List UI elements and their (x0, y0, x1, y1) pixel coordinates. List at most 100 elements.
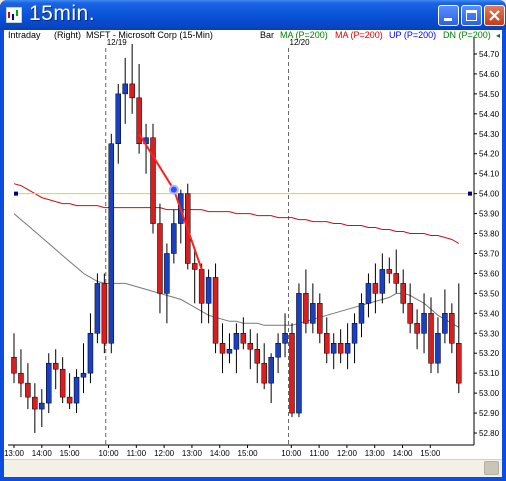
price-tick-label: 53.40 (479, 309, 500, 318)
price-tick-label: 54.30 (479, 130, 500, 139)
candle-body (157, 223, 163, 294)
trend-line-drawing[interactable] (138, 133, 203, 270)
interval-label: Intraday (8, 30, 41, 40)
candle-body (275, 343, 281, 358)
candle-body (247, 343, 254, 350)
time-tick-label: 11:00 (309, 449, 329, 458)
candle-body (25, 382, 31, 398)
candle-body (435, 333, 441, 364)
candle-body (39, 402, 45, 410)
candle-body (52, 362, 59, 370)
minimize-button[interactable] (438, 5, 459, 26)
candle-body (150, 137, 156, 224)
time-tick-label: 11:00 (127, 449, 147, 458)
candle-body (365, 283, 372, 304)
candle-body (414, 323, 420, 334)
price-chart[interactable]: 12/19 12/20 54.70 54.60 54.50 54.40 54.30 54.20… (4, 30, 502, 459)
maximize-button[interactable] (461, 5, 482, 26)
maximize-icon (466, 10, 477, 21)
time-tick-label: 14:00 (32, 449, 53, 458)
legend-up: UP (P=200) (389, 30, 437, 40)
price-tick-label: 53.50 (479, 289, 500, 298)
legend-overflow: ◂ (496, 31, 501, 40)
candle-body (18, 372, 24, 384)
candle-body (289, 333, 295, 414)
time-tick-label: 15:00 (60, 449, 81, 458)
candle-body (219, 343, 226, 354)
time-tick-label: 10:00 (281, 449, 302, 458)
time-tick-label: 12:00 (154, 449, 175, 458)
chart-style-label: Bar (260, 30, 275, 40)
candle-body (456, 343, 462, 384)
candle-body (421, 313, 427, 334)
time-tick-label: 13:00 (4, 449, 25, 458)
legend-ma-red: MA (P=200) (335, 30, 383, 40)
candle-body (282, 333, 288, 344)
trend-anchor-point[interactable] (168, 184, 179, 195)
chart-area[interactable]: Intraday (Right) MSFT - Microsoft Corp (… (4, 30, 502, 477)
candle-body (129, 83, 135, 99)
candle-body (226, 348, 233, 354)
candle-body (317, 303, 323, 334)
price-tick-label: 53.10 (479, 369, 500, 378)
candle-body (268, 356, 274, 384)
candle-body (358, 303, 365, 324)
candle-body (80, 372, 87, 378)
horizontal-scrollbar[interactable] (4, 459, 502, 477)
axis-side-label: (Right) (54, 30, 82, 40)
price-tick-label: 54.00 (479, 190, 500, 199)
red-moving-average (13, 183, 460, 244)
candle-body (233, 333, 240, 350)
price-tick-label: 54.50 (479, 90, 500, 99)
candle-body (136, 97, 142, 144)
candle-body (101, 283, 108, 344)
price-tick-label: 54.10 (479, 170, 500, 179)
gray-moving-average (13, 213, 460, 328)
line-handle-left[interactable] (14, 191, 18, 196)
candle-body (310, 303, 316, 324)
time-tick-label: 15:00 (420, 449, 441, 458)
candle-body (171, 223, 177, 254)
legend-ma: MA (P=200) (280, 30, 328, 40)
candle-body (11, 356, 17, 374)
candle-body (212, 277, 219, 344)
time-tick-label: 13:00 (182, 449, 203, 458)
candle-body (94, 283, 101, 334)
line-handle-right[interactable] (468, 191, 472, 196)
candle-body (122, 83, 128, 95)
candle-body (344, 343, 351, 354)
candle-body (254, 348, 260, 364)
time-tick-label: 14:00 (392, 449, 413, 458)
price-tick-label: 54.60 (479, 70, 500, 79)
candle-body (164, 253, 170, 294)
candle-body (87, 333, 94, 374)
candle-body (442, 313, 448, 334)
price-tick-label: 54.40 (479, 110, 500, 119)
scrollbar-thumb[interactable] (484, 461, 499, 475)
close-button[interactable] (484, 5, 505, 26)
time-tick-label: 15:00 (238, 449, 259, 458)
title-bar[interactable]: 15min. (0, 0, 506, 30)
price-tick-label: 53.00 (479, 389, 500, 398)
price-tick-label: 52.90 (479, 409, 500, 418)
close-icon (489, 10, 500, 21)
time-tick-label: 10:00 (99, 449, 120, 458)
price-tick-label: 53.60 (479, 269, 500, 278)
candle-body (428, 313, 434, 364)
candle-body (303, 293, 309, 324)
candle-body (400, 283, 406, 304)
candle-body (73, 376, 80, 404)
candle-body (66, 396, 73, 404)
price-tick-label: 53.90 (479, 210, 500, 219)
price-tick-label: 52.80 (479, 429, 500, 438)
date-label: 12/19 (107, 38, 128, 47)
candle-body (198, 269, 205, 304)
candle-body (407, 303, 413, 324)
candle-body (191, 263, 198, 270)
minimize-icon (444, 18, 452, 21)
candle-body (108, 143, 115, 344)
candle-body (32, 396, 38, 410)
candle-body (379, 269, 386, 294)
candle-body (330, 343, 337, 354)
